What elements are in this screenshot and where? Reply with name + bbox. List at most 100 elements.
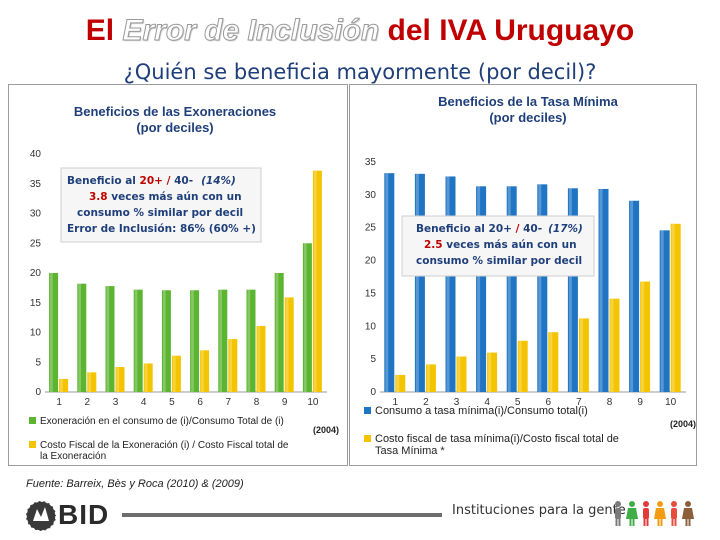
- bar-highlight: [313, 170, 317, 392]
- bar-primary-decile-1: [49, 273, 59, 392]
- legend-label-costo-fiscal: Costo Fiscal de la Exoneración (i) / Cos…: [40, 440, 289, 462]
- bar-highlight: [303, 243, 307, 392]
- bar-highlight: [457, 356, 461, 392]
- bar-highlight: [477, 186, 481, 392]
- annotation-line3: consumo % similar por decil: [416, 255, 582, 267]
- annotation-box: [60, 167, 262, 243]
- title-part1: El: [85, 14, 123, 47]
- bar-primary-decile-5: [161, 290, 171, 392]
- y-tick-label: 10: [30, 328, 42, 339]
- bar-highlight: [579, 318, 583, 392]
- bar-highlight: [396, 374, 400, 392]
- bar-highlight: [247, 289, 251, 392]
- y-tick-label: 20: [365, 256, 377, 267]
- bar-primary-decile-10: [659, 230, 670, 392]
- bar-fiscal-cost-decile-10: [312, 170, 322, 392]
- annotation-line1: Beneficio al 20+ / 40- (14%): [67, 175, 236, 187]
- bar-highlight: [630, 200, 634, 392]
- bar-highlight: [285, 297, 289, 392]
- annotation-line2: 2.5 veces más aún con un: [424, 239, 577, 251]
- x-tick-label: 2: [423, 397, 429, 408]
- x-tick-label: 6: [197, 397, 203, 408]
- bid-logo-icon: [25, 500, 57, 532]
- bar-primary-decile-6: [537, 184, 548, 392]
- bar-highlight: [518, 340, 522, 392]
- x-tick-label: 10: [307, 397, 319, 408]
- page-title: El Error de Inclusión del IVA Uruguayo: [0, 14, 720, 48]
- bar-fiscal-cost-decile-9: [640, 281, 651, 392]
- bar-fiscal-cost-decile-1: [395, 374, 406, 392]
- bar-highlight: [191, 290, 194, 392]
- bar-primary-decile-7: [567, 188, 578, 392]
- bar-highlight: [172, 355, 176, 392]
- bar-fiscal-cost-decile-6: [548, 332, 559, 392]
- bar-highlight: [641, 281, 645, 392]
- bar-primary-decile-4: [476, 186, 487, 392]
- bar-primary-decile-8: [598, 188, 609, 392]
- bar-fiscal-cost-decile-5: [171, 355, 181, 392]
- bar-highlight: [116, 367, 120, 392]
- bar-primary-decile-3: [445, 176, 456, 392]
- y-tick-label: 35: [30, 179, 42, 190]
- x-tick-label: 4: [141, 397, 147, 408]
- bar-highlight: [78, 283, 81, 392]
- bar-highlight: [257, 325, 261, 392]
- footer-rule: [122, 513, 442, 517]
- bar-highlight: [134, 289, 138, 392]
- bar-primary-decile-2: [414, 173, 425, 392]
- chart-panel-exoneraciones: Beneficios de las Exoneraciones (por dec…: [8, 84, 348, 466]
- legend-swatch-yellow: [364, 435, 371, 442]
- chart-tasa-minima: Beneficios de la Tasa Mínima (por decile…: [364, 94, 696, 457]
- bar-highlight: [415, 173, 419, 392]
- chart-panel-tasa-minima: Beneficios de la Tasa Mínima (por decile…: [349, 84, 697, 466]
- bar-highlight: [229, 339, 232, 392]
- chart-title-line2: (por deciles): [489, 110, 566, 125]
- year-note: (2004): [670, 419, 696, 429]
- x-tick-label: 8: [254, 397, 260, 408]
- bar-primary-decile-10: [302, 243, 312, 392]
- bar-highlight: [106, 286, 110, 392]
- bar-primary-decile-6: [190, 290, 200, 392]
- bar-primary-decile-4: [133, 289, 143, 392]
- legend-swatch-green: [29, 417, 36, 424]
- legend-swatch-blue: [364, 407, 371, 414]
- bar-fiscal-cost-decile-4: [487, 352, 498, 392]
- bar-highlight: [88, 372, 91, 392]
- bar-highlight: [219, 289, 222, 392]
- bar-primary-decile-9: [274, 273, 284, 392]
- bar-highlight: [426, 364, 430, 392]
- title-part2: del IVA Uruguayo: [379, 14, 635, 47]
- x-tick-label: 7: [226, 397, 232, 408]
- chart-title-line2: (por deciles): [136, 120, 213, 135]
- bar-highlight: [507, 186, 511, 392]
- y-tick-label: 30: [30, 209, 42, 220]
- y-tick-label: 20: [30, 268, 42, 279]
- bar-highlight: [50, 273, 53, 392]
- bar-fiscal-cost-decile-2: [425, 364, 436, 392]
- legend-label-costo-fiscal: Costo fiscal de tasa mínima(i)/Costo fis…: [375, 433, 619, 457]
- bid-logo-text: BID: [58, 499, 110, 530]
- page-subtitle: ¿Quién se beneficia mayormente (por deci…: [123, 60, 597, 84]
- bar-fiscal-cost-decile-7: [228, 339, 238, 392]
- y-tick-label: 25: [365, 223, 377, 234]
- x-tick-label: 3: [454, 397, 460, 408]
- person-icon: [626, 501, 638, 526]
- bar-highlight: [660, 230, 664, 392]
- bar-primary-decile-9: [629, 200, 640, 392]
- bar-fiscal-cost-decile-10: [670, 223, 681, 392]
- y-tick-label: 5: [35, 357, 41, 368]
- person-icon: [682, 501, 694, 526]
- bar-fiscal-cost-decile-1: [59, 378, 69, 392]
- annotation-line2: 3.8 veces más aún con un: [89, 191, 242, 203]
- x-tick-label: 5: [515, 397, 521, 408]
- x-tick-label: 8: [607, 397, 613, 408]
- x-tick-label: 9: [282, 397, 288, 408]
- bar-fiscal-cost-decile-7: [578, 318, 589, 392]
- title-ghost-text: Error de Inclusión: [122, 14, 380, 48]
- bar-highlight: [446, 176, 450, 392]
- bar-primary-decile-1: [384, 173, 395, 392]
- bar-fiscal-cost-decile-3: [115, 367, 125, 392]
- y-tick-label: 15: [365, 288, 377, 299]
- bar-highlight: [671, 223, 675, 392]
- x-tick-label: 4: [484, 397, 490, 408]
